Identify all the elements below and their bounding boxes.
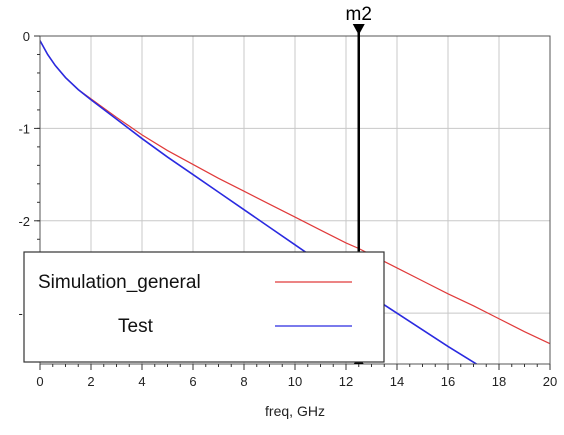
x-tick-label: 10 bbox=[288, 374, 302, 389]
legend-box bbox=[23, 251, 385, 363]
x-tick-label: 2 bbox=[87, 374, 94, 389]
series-layer bbox=[40, 40, 550, 364]
series-line-test bbox=[40, 40, 479, 364]
x-tick-label: 0 bbox=[36, 374, 43, 389]
y-tick-label: -2 bbox=[18, 214, 30, 229]
legend-label-simulation: Simulation_general bbox=[38, 272, 201, 293]
x-tick-label: 16 bbox=[441, 374, 455, 389]
x-tick-label: 20 bbox=[543, 374, 557, 389]
x-tick-label: 12 bbox=[339, 374, 353, 389]
x-tick-label: 8 bbox=[240, 374, 247, 389]
marker-label: m2 bbox=[346, 4, 372, 25]
y-tick-label: 0 bbox=[23, 29, 30, 44]
x-tick-label: 14 bbox=[390, 374, 404, 389]
legend: Simulation_general Test bbox=[23, 251, 385, 363]
legend-label-test: Test bbox=[118, 316, 154, 337]
x-tick-label: 18 bbox=[492, 374, 506, 389]
x-axis-label: freq, GHz bbox=[265, 403, 325, 419]
x-tick-label: 4 bbox=[138, 374, 145, 389]
grid-lines bbox=[40, 36, 550, 364]
marker-top-triangle[interactable] bbox=[352, 24, 365, 35]
y-tick-label: -1 bbox=[18, 121, 30, 136]
x-tick-label: 6 bbox=[189, 374, 196, 389]
